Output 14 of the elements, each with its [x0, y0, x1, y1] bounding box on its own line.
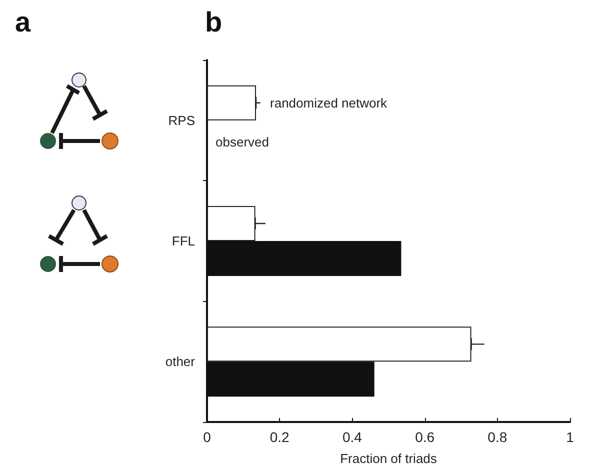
- x-tick-label: 1: [566, 429, 574, 445]
- text: b: [205, 6, 222, 38]
- x-tick-label: 0: [203, 429, 212, 445]
- x-tick-label: 0.2: [270, 429, 290, 445]
- series-label: observed: [216, 134, 269, 150]
- x-axis-title: Fraction of triads: [340, 451, 438, 466]
- legend-label: randomized network: [270, 95, 388, 110]
- x-tick-label: 0.8: [488, 429, 508, 445]
- y-tick-label: other: [165, 354, 196, 370]
- text: a: [15, 6, 31, 38]
- y-tick-label: FFL: [172, 234, 195, 248]
- y-tick-label: RPS: [168, 112, 196, 128]
- x-tick-label: 0.4: [342, 429, 362, 445]
- x-tick-label: 0.6: [415, 429, 435, 445]
